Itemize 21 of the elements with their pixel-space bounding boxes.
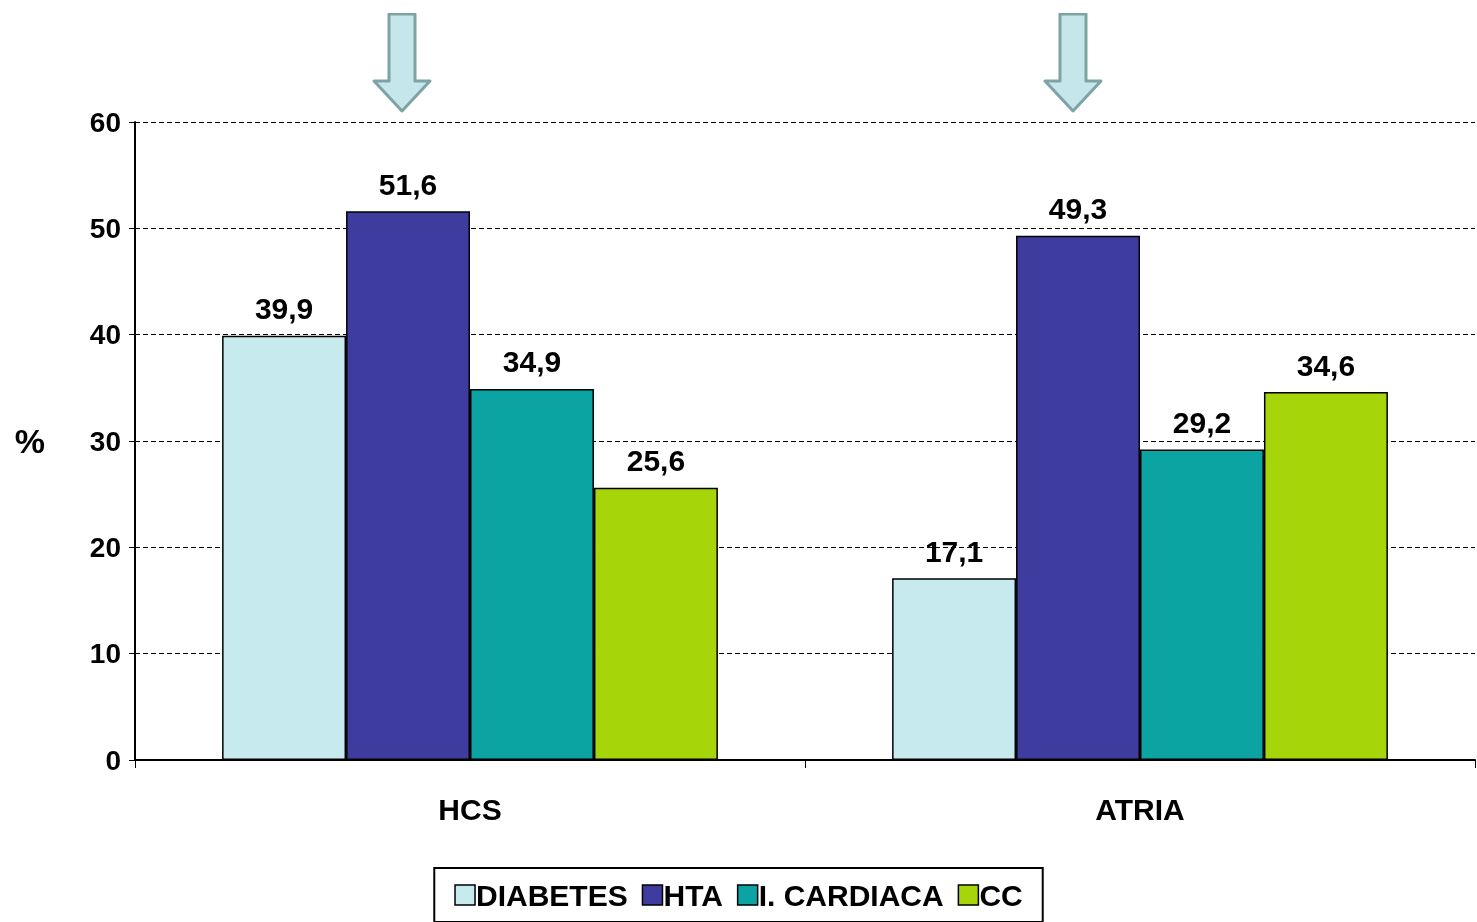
data-label: 29,2 [1172,406,1232,440]
data-label: 51,6 [378,167,438,201]
data-label: 34,6 [1296,348,1356,382]
y-tick-label: 50 [89,212,121,244]
legend-label: DIABETES [476,878,628,912]
legend-label: I. CARDIACA [758,878,944,912]
y-tick-label: 30 [89,425,121,457]
data-label: 25,6 [626,444,686,478]
data-label: 34,9 [502,345,562,379]
y-tick-label: 60 [89,106,121,138]
y-tick-label: 10 [89,638,121,670]
y-tick-label: 20 [89,531,121,563]
x-tick-label: HCS [438,792,502,826]
y-tick-label: 40 [89,319,121,351]
x-tick-label: ATRIA [1095,792,1185,826]
y-tick-label: 0 [105,744,121,776]
data-label: 39,9 [254,292,314,326]
y-axis-title: % [14,422,45,460]
legend-label: HTA [663,878,723,912]
data-label: 49,3 [1048,192,1108,226]
legend-label: CC [979,878,1023,912]
